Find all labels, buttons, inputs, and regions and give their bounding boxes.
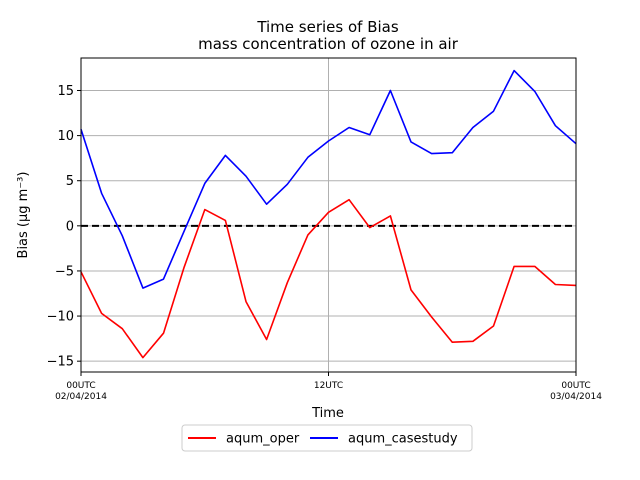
y-tick-label: 15 xyxy=(57,84,74,99)
chart-subtitle: mass concentration of ozone in air xyxy=(198,35,459,53)
y-tick-label: 0 xyxy=(66,219,74,234)
legend-label-aqum_casestudy: aqum_casestudy xyxy=(348,432,458,447)
x-tick-label: 12UTC xyxy=(314,381,343,391)
x-tick-sublabel: 03/04/2014 xyxy=(550,392,602,402)
series-line-aqum_oper xyxy=(80,198,577,359)
chart-title: Time series of Bias xyxy=(256,18,399,36)
series-lines xyxy=(80,69,577,359)
x-tick-label: 00UTC xyxy=(66,381,95,391)
y-tick-label: 10 xyxy=(57,129,74,144)
y-tick-label: −15 xyxy=(47,355,74,370)
y-tick-label: 5 xyxy=(66,174,74,189)
x-tick-sublabel: 02/04/2014 xyxy=(55,392,107,402)
x-axis-label: Time xyxy=(311,406,344,421)
y-tick-label: −10 xyxy=(47,310,74,325)
grid xyxy=(80,58,577,372)
y-tick-label: −5 xyxy=(55,264,74,279)
series-line-aqum_casestudy xyxy=(80,69,577,289)
legend-label-aqum_oper: aqum_oper xyxy=(226,432,300,447)
x-tick-label: 00UTC xyxy=(561,381,590,391)
legend: aqum_oper aqum_casestudy xyxy=(181,424,473,452)
y-axis-label: Bias (μg m⁻³) xyxy=(16,172,31,259)
y-axis-ticks: −15 −10 −5 0 5 10 15 xyxy=(47,84,81,370)
